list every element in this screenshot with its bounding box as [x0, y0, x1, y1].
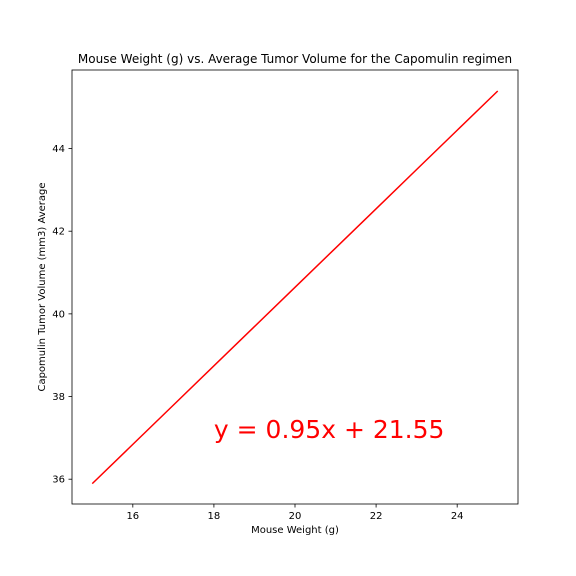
x-tick-label: 24: [451, 511, 464, 522]
series-layer: [91, 90, 499, 485]
x-tick-label: 22: [370, 511, 383, 522]
y-tick-label: 38: [52, 392, 65, 403]
regression-line: [91, 90, 499, 485]
x-tick-label: 20: [289, 511, 302, 522]
x-axis-label: Mouse Weight (g): [251, 525, 339, 536]
x-axis-ticks: 16 18 20 22 24: [126, 504, 464, 522]
y-tick-label: 36: [52, 475, 65, 486]
plot-area: 16 18 20 22 24 36 38 40 42 44: [52, 69, 519, 522]
x-tick-label: 18: [208, 511, 221, 522]
chart-title: Mouse Weight (g) vs. Average Tumor Volum…: [78, 52, 512, 66]
x-tick-label: 16: [126, 511, 139, 522]
y-tick-label: 44: [52, 144, 65, 155]
y-tick-label: 42: [52, 227, 65, 238]
y-tick-label: 40: [52, 309, 65, 320]
regression-equation-annotation: y = 0.95x + 21.55: [214, 415, 445, 444]
y-axis-ticks: 36 38 40 42 44: [52, 144, 72, 486]
y-axis-label: Capomulin Tumor Volume (mm3) Average: [37, 182, 48, 391]
